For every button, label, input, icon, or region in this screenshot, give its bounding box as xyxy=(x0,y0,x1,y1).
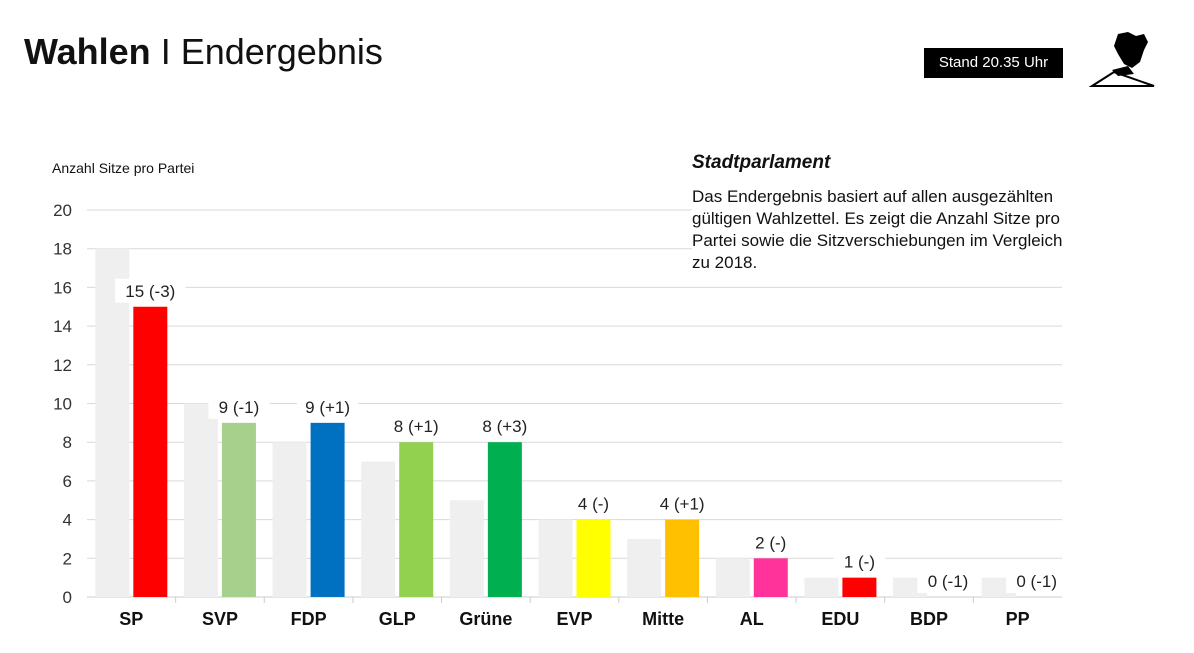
bar-previous-Mitte xyxy=(627,538,662,597)
data-label-bg xyxy=(1006,569,1068,593)
bar-current-FDP xyxy=(310,422,345,597)
x-tick-label-SVP: SVP xyxy=(202,609,238,629)
data-label-bg xyxy=(744,530,797,555)
bar-previous-EDU xyxy=(804,577,839,597)
data-label-bg xyxy=(474,414,536,439)
data-label-Grüne: 8 (+3) xyxy=(482,417,527,436)
bar-current-EDU xyxy=(842,577,877,597)
data-label-PP: 0 (-1) xyxy=(1016,572,1057,591)
bar-previous-GLP xyxy=(361,461,396,597)
bar-previous-AL xyxy=(715,558,750,597)
x-tick-label-Mitte: Mitte xyxy=(642,609,684,629)
bar-current-GLP xyxy=(399,442,434,597)
bar-previous-SP xyxy=(95,248,130,597)
data-label-bg xyxy=(208,394,270,419)
x-tick-label-FDP: FDP xyxy=(291,609,327,629)
title-bold: Wahlen xyxy=(24,31,151,72)
bar-previous-FDP xyxy=(272,442,307,597)
title-separator: I xyxy=(160,31,171,72)
bar-previous-SVP xyxy=(183,403,218,597)
data-label-EDU: 1 (-) xyxy=(844,553,875,572)
page-title: Wahlen I Endergebnis xyxy=(24,30,383,74)
data-label-SVP: 9 (-1) xyxy=(219,398,260,417)
bar-current-Grüne xyxy=(487,442,522,597)
y-axis-label: Anzahl Sitze pro Partei xyxy=(52,160,195,176)
y-tick-label: 0 xyxy=(63,588,72,607)
data-label-EVP: 4 (-) xyxy=(578,495,609,514)
data-label-bg xyxy=(385,414,447,439)
ballot-hand-icon xyxy=(1088,32,1155,87)
x-tick-label-EVP: EVP xyxy=(556,609,592,629)
bar-current-SP xyxy=(133,306,168,597)
status-badge: Stand 20.35 Uhr xyxy=(924,48,1063,78)
title-rest: Endergebnis xyxy=(180,31,383,72)
data-label-bg xyxy=(115,278,186,303)
info-text: Das Endergebnis basiert auf allen ausgez… xyxy=(692,186,1072,274)
x-tick-label-GLP: GLP xyxy=(379,609,416,629)
y-tick-label: 6 xyxy=(63,472,72,491)
data-label-bg xyxy=(296,394,359,419)
info-title: Stadtparlament xyxy=(692,152,831,173)
data-label-bg xyxy=(651,491,713,516)
data-label-BDP: 0 (-1) xyxy=(928,572,969,591)
x-tick-label-BDP: BDP xyxy=(910,609,948,629)
y-tick-label: 2 xyxy=(63,549,72,568)
bar-current-SVP xyxy=(221,422,256,597)
data-label-GLP: 8 (+1) xyxy=(394,417,439,436)
x-tick-label-PP: PP xyxy=(1006,609,1030,629)
x-tick-label-Grüne: Grüne xyxy=(459,609,512,629)
y-tick-label: 12 xyxy=(53,356,72,375)
y-tick-label: 16 xyxy=(53,278,72,297)
data-label-bg xyxy=(833,549,886,574)
bar-current-Mitte xyxy=(665,519,700,597)
data-label-SP: 15 (-3) xyxy=(125,282,175,301)
y-tick-label: 20 xyxy=(53,201,72,220)
data-label-Mitte: 4 (+1) xyxy=(660,495,705,514)
x-tick-label-AL: AL xyxy=(740,609,764,629)
bar-previous-EVP xyxy=(538,519,573,597)
bar-previous-Grüne xyxy=(449,500,484,597)
data-label-FDP: 9 (+1) xyxy=(305,398,350,417)
x-tick-label-EDU: EDU xyxy=(821,609,859,629)
y-tick-label: 8 xyxy=(63,433,72,452)
bar-current-EVP xyxy=(576,519,611,597)
y-tick-label: 14 xyxy=(53,317,72,336)
y-tick-label: 10 xyxy=(53,395,72,414)
x-tick-label-SP: SP xyxy=(119,609,143,629)
data-label-bg xyxy=(567,491,620,516)
data-label-bg xyxy=(917,569,979,593)
bar-current-AL xyxy=(753,558,788,597)
data-label-AL: 2 (-) xyxy=(755,533,786,552)
y-tick-label: 18 xyxy=(53,240,72,259)
y-tick-label: 4 xyxy=(63,511,72,530)
